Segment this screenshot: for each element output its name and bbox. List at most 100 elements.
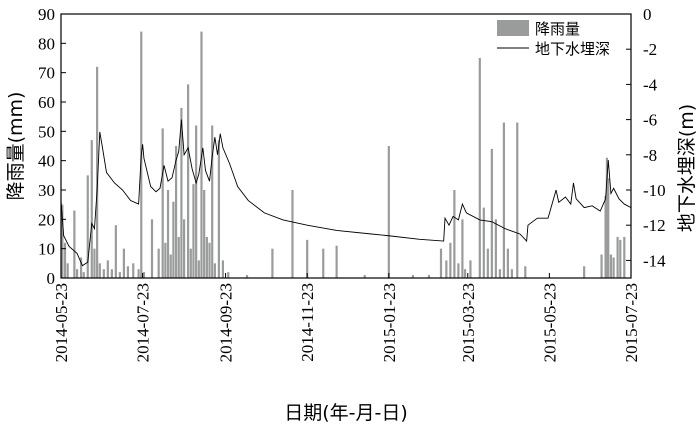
legend-rain-swatch [497,20,529,36]
rain-bar [79,257,83,278]
plot-frame [60,13,632,279]
rain-bar [110,269,113,278]
rain-bar [63,242,67,278]
rain-bar [161,128,164,278]
x-tick-label: 2015-07-23 [622,283,641,362]
rain-bar [516,122,519,278]
y-right-tick-label: -12 [643,216,666,235]
rain-bar [172,201,175,278]
rain-bar [482,207,485,278]
legend-depth-label: 地下水埋深 [535,40,610,58]
rain-bar [478,58,481,278]
rain-bar [203,190,206,278]
rain-bar [494,219,497,278]
rain-bar [457,263,460,278]
rain-bar [142,272,146,278]
rain-bar [187,84,190,279]
rain-bar [205,236,208,278]
y-left-tick-label: 60 [38,93,55,112]
rain-bar [102,269,105,278]
rain-bar [502,122,505,278]
rain-bar [227,272,230,278]
rain-bar [126,266,129,278]
y-left-tick-label: 90 [38,5,55,24]
rain-bar [510,269,514,278]
rain-bar [189,248,192,278]
rain-bar [164,242,167,278]
rain-bar [524,266,527,278]
rain-bar [439,248,443,278]
rain-bar [169,254,172,278]
rain-bar [73,210,76,278]
rain-bar [150,219,154,278]
rain-bar [75,269,79,278]
rain-bar [604,195,607,278]
rain-bar [461,219,464,278]
rain-bar [208,242,211,278]
rain-bar [106,260,109,278]
x-tick-label: 2014-05-23 [52,283,71,362]
rain-bar [211,125,214,278]
x-tick-label: 2014-09-23 [217,283,236,362]
rain-bar [271,248,274,278]
rain-bars [61,31,626,279]
rain-bar [612,257,615,278]
rain-bar [86,175,89,278]
y-right-tick-label: -10 [643,181,666,200]
rain-bar [363,275,366,278]
rain-bar [306,239,309,278]
rain-bar [427,275,431,278]
y-left-axis-title: 降雨量(mm) [5,92,27,201]
rain-bar [616,236,619,278]
y-right-axis-title: 地下水埋深(m) [676,104,698,232]
rain-bar [90,140,93,278]
rain-bar [490,148,493,278]
x-tick-label: 2014-07-23 [134,283,153,362]
y-left-tick-label: 70 [38,64,55,83]
rain-bar [605,157,609,278]
rain-bar [600,254,603,278]
x-tick-label: 2015-03-23 [459,283,478,362]
rain-bar [469,260,472,278]
rain-bar [463,269,467,278]
rain-bar [82,272,85,278]
rain-bar [137,269,140,278]
legend-rain-label: 降雨量 [535,20,580,38]
y-left-tick-label: 0 [47,269,56,288]
rain-bar [132,263,135,278]
rain-bar [122,248,125,278]
rain-bar [217,140,220,278]
x-axis-title: 日期(年-月-日) [284,402,408,424]
y-right-tick-label: 0 [643,5,652,24]
rain-bar [291,190,294,278]
rain-bar [486,248,489,278]
y-left-tick-label: 10 [38,240,55,259]
x-tick-label: 2014-11-23 [298,283,317,362]
y-right-tick-label: -2 [643,40,657,59]
x-tick-label: 2015-01-23 [380,283,399,362]
rain-bar [607,178,610,278]
rain-bar [445,260,448,278]
rain-bar [245,275,249,278]
rain-bar [449,242,452,278]
rain-bar [498,269,501,278]
rain-bar [609,254,613,278]
y-left-tick-label: 40 [38,152,55,171]
rain-bar [195,125,198,278]
rain-bar [221,260,224,278]
y-left-tick-label: 80 [38,34,55,53]
rain-bar [157,248,160,278]
depth-line-layer [60,119,632,267]
rain-bar [197,260,200,278]
rain-bar [66,263,69,278]
rain-bar [93,248,96,278]
y-right-tick-label: -4 [643,75,658,94]
rain-bar [506,248,509,278]
rain-bar [322,248,325,278]
rain-bar [114,225,117,278]
depth-line [60,119,632,267]
